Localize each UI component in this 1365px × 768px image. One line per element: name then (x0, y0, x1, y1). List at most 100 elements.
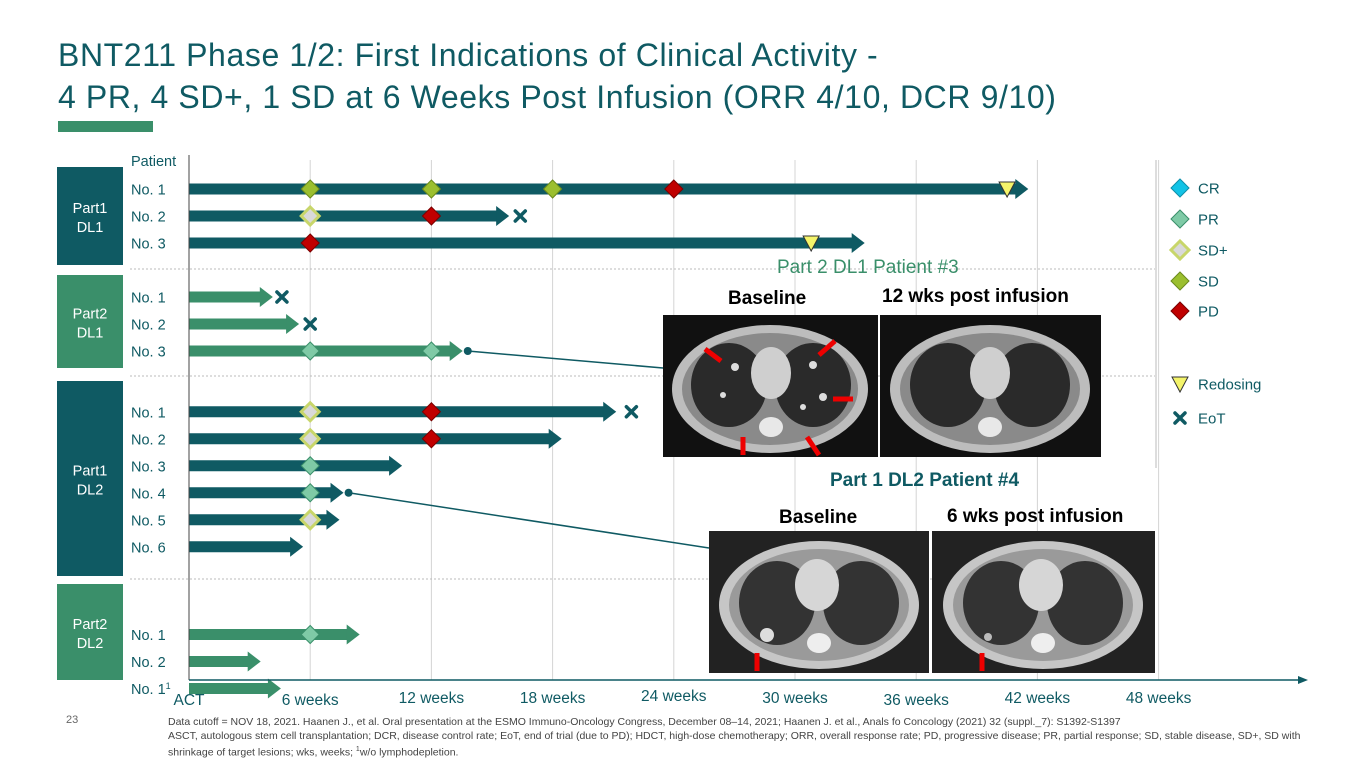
footnote: Data cutoff = NOV 18, 2021. Haanen J., e… (168, 716, 1318, 760)
patient-bar-2-0 (189, 406, 605, 418)
legend-marker-sd (1170, 271, 1190, 291)
patient-bar-3-0 (189, 629, 348, 640)
x-axis: ACT 6 weeks 12 weeks 18 weeks 24 weeks 30 wee… (131, 154, 1308, 709)
group-box-2 (57, 381, 123, 576)
legend-label-pr: PR (1198, 212, 1219, 229)
patient-bar-3-2 (189, 683, 269, 694)
ct-baseline-label: Baseline (728, 288, 807, 309)
event-pr-1-2-1 (421, 341, 442, 361)
slide-title-line1: BNT211 Phase 1/2: First Indications of C… (58, 37, 879, 73)
connector-lines (348, 350, 710, 549)
event-eot-0-1-2 (513, 209, 528, 223)
patient-label-2-5: No. 6 (131, 540, 166, 556)
footnote-line1: Data cutoff = NOV 18, 2021. Haanen J., e… (168, 716, 1121, 728)
legend-marker-pr (1170, 209, 1190, 229)
patient-bar-arrow-2-1 (548, 428, 562, 449)
event-sd-plus-2-0-0 (299, 400, 322, 423)
group-separators (130, 268, 1155, 580)
patient-bar-arrow-1-2 (449, 341, 463, 361)
group-label-line2-3: DL2 (77, 636, 104, 652)
x-tick-label-30: 30 weeks (762, 690, 828, 707)
group-label-line1-3: Part2 (73, 617, 108, 633)
event-pr-2-2-0 (300, 456, 320, 476)
patient-label-1-2: No. 3 (131, 345, 166, 361)
patient-bar-arrow-3-1 (247, 651, 261, 672)
patient-bar-2-4 (189, 514, 328, 526)
group-label-line1-0: Part1 (73, 201, 108, 217)
patient-bar-arrow-0-2 (851, 233, 865, 253)
legend-marker-sd-plus (1168, 238, 1192, 262)
patient-bar-2-1 (189, 433, 550, 445)
event-pr-1-2-0 (300, 341, 320, 361)
group-label-line2-1: DL1 (77, 326, 104, 342)
patient-bar-arrow-1-0 (259, 287, 273, 307)
event-sd-0-0-0 (300, 179, 320, 199)
patient-label-3-1: No. 2 (131, 655, 166, 671)
x-tick-label-48: 48 weeks (1126, 690, 1192, 707)
slide-title-line2: 4 PR, 4 SD+, 1 SD at 6 Weeks Post Infusi… (58, 79, 1057, 115)
patient-label-3-0: No. 1 (131, 628, 166, 644)
patient-bar-2-5 (189, 541, 292, 553)
event-eot-1-0-0-stroke-b (275, 290, 289, 304)
group-label-line1-1: Part2 (73, 307, 108, 323)
event-sd-plus-2-1-0 (299, 427, 322, 450)
patient-label-1-1: No. 2 (131, 318, 166, 334)
event-pr-2-3-0 (300, 483, 320, 503)
event-eot-1-1-0 (303, 317, 317, 331)
event-pr-3-0-0 (300, 624, 320, 645)
event-markers (275, 179, 1016, 645)
patient-bar-0-0 (189, 183, 1017, 195)
event-eot-2-0-2 (624, 405, 639, 419)
event-pd-2-1-1 (421, 429, 442, 449)
patient-bar-arrow-2-3 (330, 482, 344, 503)
patient-label-2-0: No. 1 (131, 405, 166, 421)
patient-bar-arrow-0-1 (496, 206, 510, 226)
patient-label-sup: 1 (166, 681, 171, 691)
ct-panel-title: Part 2 DL1 Patient #3 (777, 257, 959, 278)
x-tick-label-24: 24 weeks (641, 688, 707, 705)
patient-bar-2-3 (189, 487, 332, 499)
event-sd-plus-0-1-0 (299, 204, 322, 228)
group-boxes: Part1 DL1 Part2 DL1 Part1 DL2 Part2 DL2 (57, 167, 123, 680)
ct-scan-post-image (880, 315, 1101, 457)
patient-bar-2-2 (189, 460, 391, 472)
patient-bar-0-1 (189, 210, 498, 222)
event-pd-0-1-1 (421, 206, 442, 226)
ct-post-label: 6 wks post infusion (947, 506, 1124, 527)
event-eot-1-1-0-stroke-b (303, 317, 317, 331)
event-eot-0-1-2-stroke-b (513, 209, 528, 223)
event-redosing-0-0-4 (998, 181, 1016, 199)
patient-bar-arrow-2-5 (290, 536, 304, 557)
legend-marker-cr (1170, 178, 1190, 198)
patient-label-1-0: No. 1 (131, 291, 166, 307)
footnote-sup: 1 (355, 746, 360, 753)
connector-ct-panel-2 (348, 492, 710, 549)
legend-label-eot: EoT (1198, 411, 1226, 428)
group-label-line2-2: DL2 (77, 483, 104, 499)
event-sd-0-0-1 (421, 179, 442, 199)
legend: CR PR SD+ SD PD Redosing EoT (1155, 160, 1261, 468)
ct-scan-baseline-image (663, 315, 878, 457)
x-tick-label-0: ACT (174, 692, 206, 709)
footnote-line2: ASCT, autologous stem cell transplantati… (168, 730, 1318, 761)
group-box-3 (57, 584, 123, 680)
patient-bar-arrow-2-0 (603, 401, 617, 422)
ct-baseline-label: Baseline (779, 507, 858, 528)
ct-panel-title: Part 1 DL2 Patient #4 (830, 470, 1020, 491)
group-box-0 (57, 167, 123, 265)
title-accent-bar (58, 121, 153, 132)
group-label-line2-0: DL1 (77, 220, 104, 236)
connector-ct-panel-1 (467, 350, 664, 369)
event-highlight-2-3-1 (344, 488, 353, 497)
legend-label-cr: CR (1198, 181, 1220, 198)
x-axis-arrowhead (1298, 676, 1308, 684)
footnote-line2-text: ASCT, autologous stem cell transplantati… (168, 729, 1301, 759)
x-tick-label-18: 18 weeks (520, 690, 586, 707)
ct-post-label: 12 wks post infusion (882, 286, 1069, 307)
patient-bar-arrow-3-2 (267, 678, 281, 699)
footnote-line3-text: w/o lymphodepletion. (359, 746, 459, 759)
patient-bar-arrow-1-1 (286, 314, 300, 334)
legend-marker-eot (1173, 411, 1187, 425)
patient-label-2-1: No. 2 (131, 432, 166, 448)
patient-bar-arrow-2-2 (389, 455, 403, 476)
